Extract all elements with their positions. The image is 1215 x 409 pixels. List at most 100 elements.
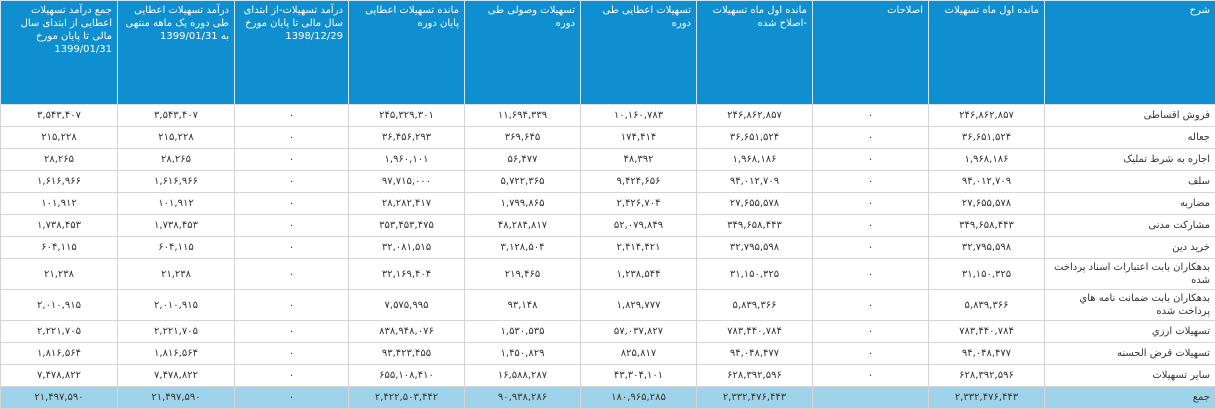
cell: ۸۳۸,۹۴۸,۰۷۶ xyxy=(349,321,465,343)
cell: ۰ xyxy=(235,387,349,409)
row-label: مشارکت مدنی xyxy=(1045,215,1215,237)
cell: ۹۳,۴۲۳,۴۵۵ xyxy=(349,343,465,365)
cell: ۱۸۰,۹۶۵,۲۸۵ xyxy=(581,387,697,409)
cell: ۴۳,۳۰۴,۱۰۱ xyxy=(581,365,697,387)
cell: ۴۸,۲۸۴,۸۱۷ xyxy=(465,215,581,237)
cell xyxy=(813,387,929,409)
cell: ۲۱,۲۳۸ xyxy=(118,259,235,290)
row-label: اجاره به شرط تملیک xyxy=(1045,149,1215,171)
cell: ۶۰۴,۱۱۵ xyxy=(1,237,118,259)
cell: ۳۲,۷۹۵,۵۹۸ xyxy=(697,237,813,259)
cell: ۲۱۵,۲۲۸ xyxy=(118,127,235,149)
cell: ۰ xyxy=(235,259,349,290)
cell: ۳۶,۴۵۶,۲۹۳ xyxy=(349,127,465,149)
cell: ۲۸,۲۶۵ xyxy=(1,149,118,171)
cell: ۵,۸۳۹,۳۶۶ xyxy=(929,290,1045,321)
cell: ۲,۳۳۲,۴۷۶,۴۴۳ xyxy=(697,387,813,409)
cell: ۱,۹۶۰,۱۰۱ xyxy=(349,149,465,171)
cell: ۰ xyxy=(235,193,349,215)
cell: ۰ xyxy=(235,290,349,321)
cell: ۲,۴۲۶,۷۰۴ xyxy=(581,193,697,215)
column-header: تسهیلات اعطایی طی دوره xyxy=(581,1,697,105)
cell: ۳۱,۱۵۰,۳۲۵ xyxy=(929,259,1045,290)
cell: ۱,۸۲۹,۷۷۷ xyxy=(581,290,697,321)
cell: ۱۰۱,۹۱۲ xyxy=(118,193,235,215)
cell: ۲,۲۲۱,۷۰۵ xyxy=(118,321,235,343)
cell: ۰ xyxy=(813,149,929,171)
row-label: جمع xyxy=(1045,387,1215,409)
cell: ۱,۷۳۸,۴۵۳ xyxy=(1,215,118,237)
row-label: جعاله xyxy=(1045,127,1215,149)
cell: ۲۴۵,۳۲۹,۳۰۱ xyxy=(349,105,465,127)
cell: ۴۸,۳۹۲ xyxy=(581,149,697,171)
cell: ۱,۵۳۰,۵۳۵ xyxy=(465,321,581,343)
cell: ۳۶,۶۵۱,۵۲۴ xyxy=(697,127,813,149)
cell: ۷۸۳,۴۴۰,۷۸۴ xyxy=(929,321,1045,343)
cell: ۰ xyxy=(235,343,349,365)
cell: ۲۱,۲۳۸ xyxy=(1,259,118,290)
cell: ۰ xyxy=(813,343,929,365)
cell: ۰ xyxy=(813,237,929,259)
cell: ۹۴,۰۴۸,۴۷۷ xyxy=(697,343,813,365)
cell: ۱,۶۱۶,۹۶۶ xyxy=(118,171,235,193)
cell: ۳,۵۴۳,۴۰۷ xyxy=(118,105,235,127)
cell: ۲۱,۴۹۷,۵۹۰ xyxy=(118,387,235,409)
cell: ۱,۴۵۰,۸۲۹ xyxy=(465,343,581,365)
cell: ۳۲,۱۶۹,۴۰۴ xyxy=(349,259,465,290)
column-header: مانده اول ماه تسهیلات -اصلاح شده xyxy=(697,1,813,105)
cell: ۰ xyxy=(813,193,929,215)
cell: ۶۵۵,۱۰۸,۴۱۰ xyxy=(349,365,465,387)
row-label: خرید دین xyxy=(1045,237,1215,259)
cell: ۹۷,۷۱۵,۰۰۰ xyxy=(349,171,465,193)
cell: ۲۱۵,۲۲۸ xyxy=(1,127,118,149)
cell: ۰ xyxy=(813,171,929,193)
cell: ۲,۰۱۰,۹۱۵ xyxy=(118,290,235,321)
column-header: جمع درآمد تسهیلات اعطایی از ابتدای سال م… xyxy=(1,1,118,105)
cell: ۵,۷۲۲,۳۶۵ xyxy=(465,171,581,193)
cell: ۲,۴۲۲,۵۰۳,۴۴۲ xyxy=(349,387,465,409)
cell: ۰ xyxy=(235,237,349,259)
cell: ۶۲۸,۳۹۲,۵۹۶ xyxy=(929,365,1045,387)
cell: ۲۸,۲۸۲,۴۱۷ xyxy=(349,193,465,215)
cell: ۳۲,۷۹۵,۵۹۸ xyxy=(929,237,1045,259)
row-label: تسهیلات قرض الحسنه xyxy=(1045,343,1215,365)
cell: ۳۱,۱۵۰,۳۲۵ xyxy=(697,259,813,290)
cell: ۳۶۹,۶۴۵ xyxy=(465,127,581,149)
row-label: مضاربه xyxy=(1045,193,1215,215)
cell: ۱۰۱,۹۱۲ xyxy=(1,193,118,215)
cell: ۵۷,۰۳۷,۸۲۷ xyxy=(581,321,697,343)
cell: ۳۵۳,۴۵۳,۴۷۵ xyxy=(349,215,465,237)
cell: ۵۲,۰۷۹,۸۴۹ xyxy=(581,215,697,237)
cell: ۲۴۶,۸۶۲,۸۵۷ xyxy=(929,105,1045,127)
cell: ۱۱,۶۹۴,۳۳۹ xyxy=(465,105,581,127)
cell: ۲,۰۱۰,۹۱۵ xyxy=(1,290,118,321)
cell: ۹۰,۹۳۸,۲۸۶ xyxy=(465,387,581,409)
cell: ۳۴۹,۶۵۸,۴۴۳ xyxy=(929,215,1045,237)
cell: ۱,۸۱۶,۵۶۴ xyxy=(118,343,235,365)
cell: ۱,۹۶۸,۱۸۶ xyxy=(697,149,813,171)
cell: ۲۱۹,۴۶۵ xyxy=(465,259,581,290)
cell: ۸۲۵,۸۱۷ xyxy=(581,343,697,365)
column-header: تسهیلات وصولی طی دوره xyxy=(465,1,581,105)
cell: ۰ xyxy=(813,105,929,127)
cell: ۱۶,۵۸۸,۲۸۷ xyxy=(465,365,581,387)
column-header: شرح xyxy=(1045,1,1215,105)
cell: ۲۸,۲۶۵ xyxy=(118,149,235,171)
cell: ۲۷,۶۵۵,۵۷۸ xyxy=(929,193,1045,215)
cell: ۹۳,۱۴۸ xyxy=(465,290,581,321)
cell: ۰ xyxy=(235,149,349,171)
cell: ۰ xyxy=(813,259,929,290)
cell: ۳,۱۲۸,۵۰۴ xyxy=(465,237,581,259)
cell: ۱,۹۶۸,۱۸۶ xyxy=(929,149,1045,171)
